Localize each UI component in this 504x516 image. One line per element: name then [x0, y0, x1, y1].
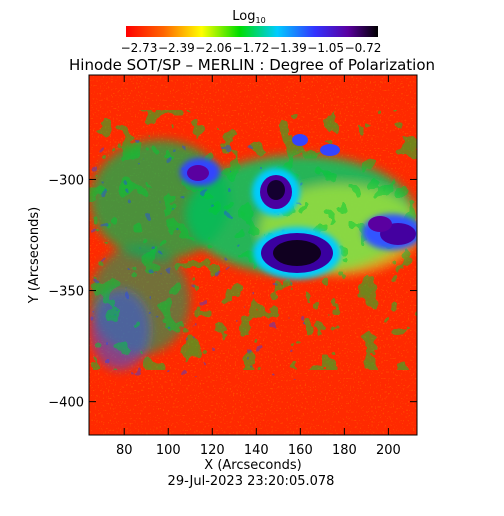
- colorbar-tick-label: −1.72: [233, 41, 270, 55]
- x-tick-label: 100: [156, 443, 181, 458]
- timestamp: 29-Jul-2023 23:20:05.078: [168, 474, 335, 489]
- plot-frame: [88, 74, 418, 436]
- colorbar-tick-label: −0.72: [345, 41, 382, 55]
- colorbar-tick-label: −2.06: [195, 41, 232, 55]
- y-tick-label: −300: [48, 173, 84, 188]
- colorbar-tick-label: −2.39: [158, 41, 195, 55]
- sunspot-group: [187, 134, 416, 273]
- x-tick-label: 120: [200, 443, 225, 458]
- colorbar-tick-label: −2.73: [121, 41, 158, 55]
- y-axis-label: Y (Arcseconds): [27, 207, 42, 304]
- sunspot-marker: [187, 165, 209, 181]
- x-tick-label: 180: [332, 443, 357, 458]
- y-tick-label: −350: [48, 285, 84, 300]
- x-axis-label: X (Arcseconds): [204, 458, 301, 473]
- x-tick-label: 200: [376, 443, 401, 458]
- x-axis: 80 100 120 140 160 180 200: [116, 75, 401, 458]
- colorbar-tick-label: −1.39: [270, 41, 307, 55]
- sunspot-marker: [368, 216, 392, 232]
- plot-title: Hinode SOT/SP – MERLIN : Degree of Polar…: [69, 56, 435, 74]
- y-tick-label: −400: [48, 396, 84, 411]
- colorbar-tick-label: −1.05: [307, 41, 344, 55]
- x-tick-label: 80: [116, 443, 133, 458]
- x-tick-label: 160: [288, 443, 313, 458]
- y-axis: −300 −350 −400: [48, 173, 417, 411]
- colorbar-title: Log10: [232, 9, 265, 25]
- colorbar-tick-labels: −2.73 −2.39 −2.06 −1.72 −1.39 −1.05 −0.72: [121, 41, 382, 55]
- x-tick-label: 140: [244, 443, 269, 458]
- colorbar: [126, 26, 378, 37]
- polarization-map: [89, 75, 417, 435]
